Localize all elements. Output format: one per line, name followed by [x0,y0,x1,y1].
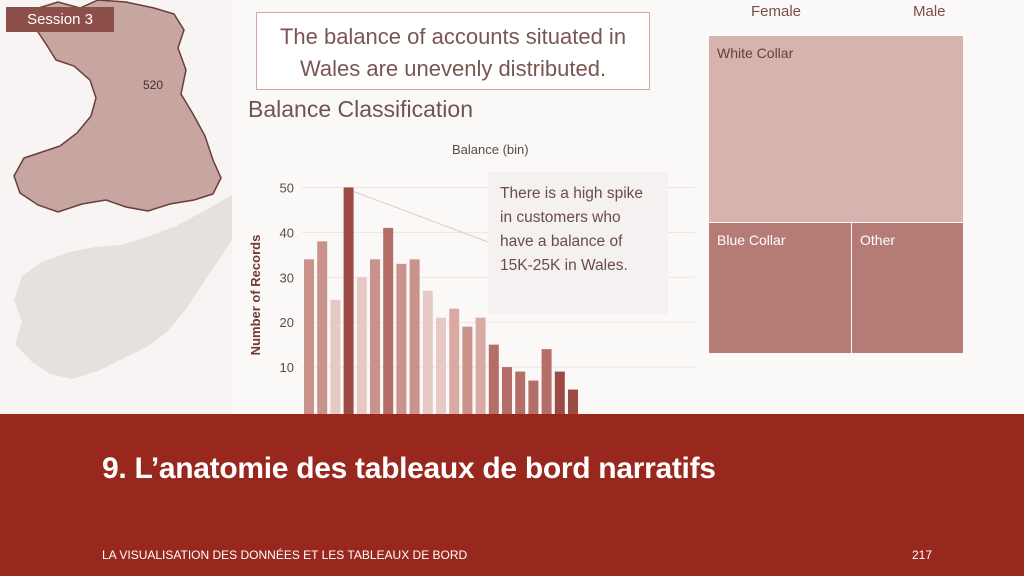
histogram-bar [449,308,460,414]
histogram-bar [330,299,341,414]
treemap-label-blue-collar: Blue Collar [717,232,786,248]
y-tick-label: 40 [280,225,294,240]
spike-annotation: There is a high spike in customers who h… [488,172,668,314]
histogram-bar [343,187,354,414]
y-tick-label: 30 [280,270,294,285]
histogram-bar [488,344,499,414]
treemap-cell-other[interactable]: Other [852,223,963,353]
y-tick-label: 20 [280,315,294,330]
histogram-bar [462,326,473,414]
slide-title: 9. L’anatomie des tableaux de bord narra… [102,452,716,485]
annotation-connector [353,191,489,243]
england-land-shape [14,195,232,379]
footer-banner [0,414,1024,576]
dashboard-title-box: The balance of accounts situated in Wale… [256,12,650,90]
histogram-bar [383,227,394,414]
column-header-female: Female [751,3,802,20]
histogram-bar [304,259,314,414]
session-badge: Session 3 [6,7,114,32]
y-axis-label: Number of Records [248,235,263,356]
wales-region-shape[interactable] [13,0,222,213]
column-header-male: Male [913,3,946,20]
treemap-label-other: Other [860,232,896,248]
slide-content-area: Session 3 520 The balance of accounts si… [0,0,963,414]
page-number: 217 [912,548,933,562]
histogram-bar [541,349,552,414]
chart-x-axis-label: Balance (bin) [452,142,529,157]
y-tick-label: 50 [280,180,294,195]
histogram-bar [422,290,433,414]
histogram-bar [475,317,486,414]
course-footer: LA VISUALISATION DES DONNÉES ET LES TABL… [102,548,468,562]
treemap-cell-blue-collar[interactable]: Blue Collar [709,223,851,353]
wales-map: Session 3 520 [0,0,232,414]
dashboard-title: The balance of accounts situated in Wale… [279,24,627,81]
histogram-bar [370,259,380,414]
chart-heading: Balance Classification [248,96,474,122]
histogram-bar [502,367,512,414]
histogram-bar [554,371,565,414]
histogram-bar [396,263,407,414]
histogram-bar [317,241,328,414]
map-region-value: 520 [143,78,164,92]
treemap-label-white-collar: White Collar [717,45,794,61]
y-tick-label: 10 [280,360,294,375]
histogram-bar [356,277,367,414]
histogram-bar [568,389,578,414]
histogram-bar [528,380,539,414]
histogram-bar [515,371,526,414]
histogram-bar [409,259,420,414]
histogram-bar [436,317,446,414]
map-graphic [13,0,232,379]
treemap-cell-white-collar[interactable]: White Collar [709,36,963,222]
